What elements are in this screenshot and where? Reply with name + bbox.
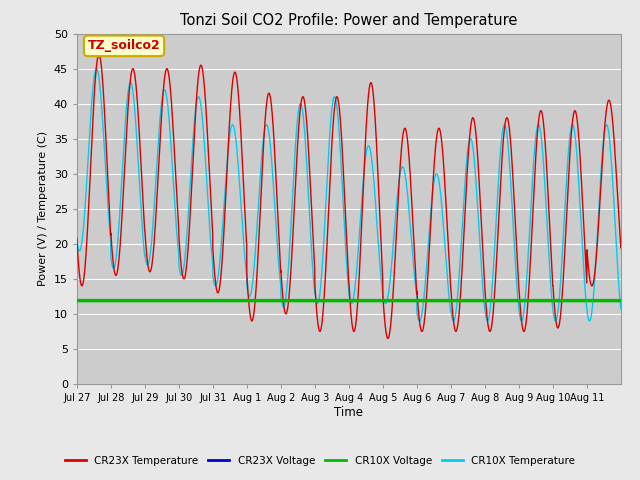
- Title: Tonzi Soil CO2 Profile: Power and Temperature: Tonzi Soil CO2 Profile: Power and Temper…: [180, 13, 518, 28]
- X-axis label: Time: Time: [334, 406, 364, 419]
- Text: TZ_soilco2: TZ_soilco2: [88, 39, 161, 52]
- Y-axis label: Power (V) / Temperature (C): Power (V) / Temperature (C): [38, 131, 48, 287]
- Legend: CR23X Temperature, CR23X Voltage, CR10X Voltage, CR10X Temperature: CR23X Temperature, CR23X Voltage, CR10X …: [61, 452, 579, 470]
